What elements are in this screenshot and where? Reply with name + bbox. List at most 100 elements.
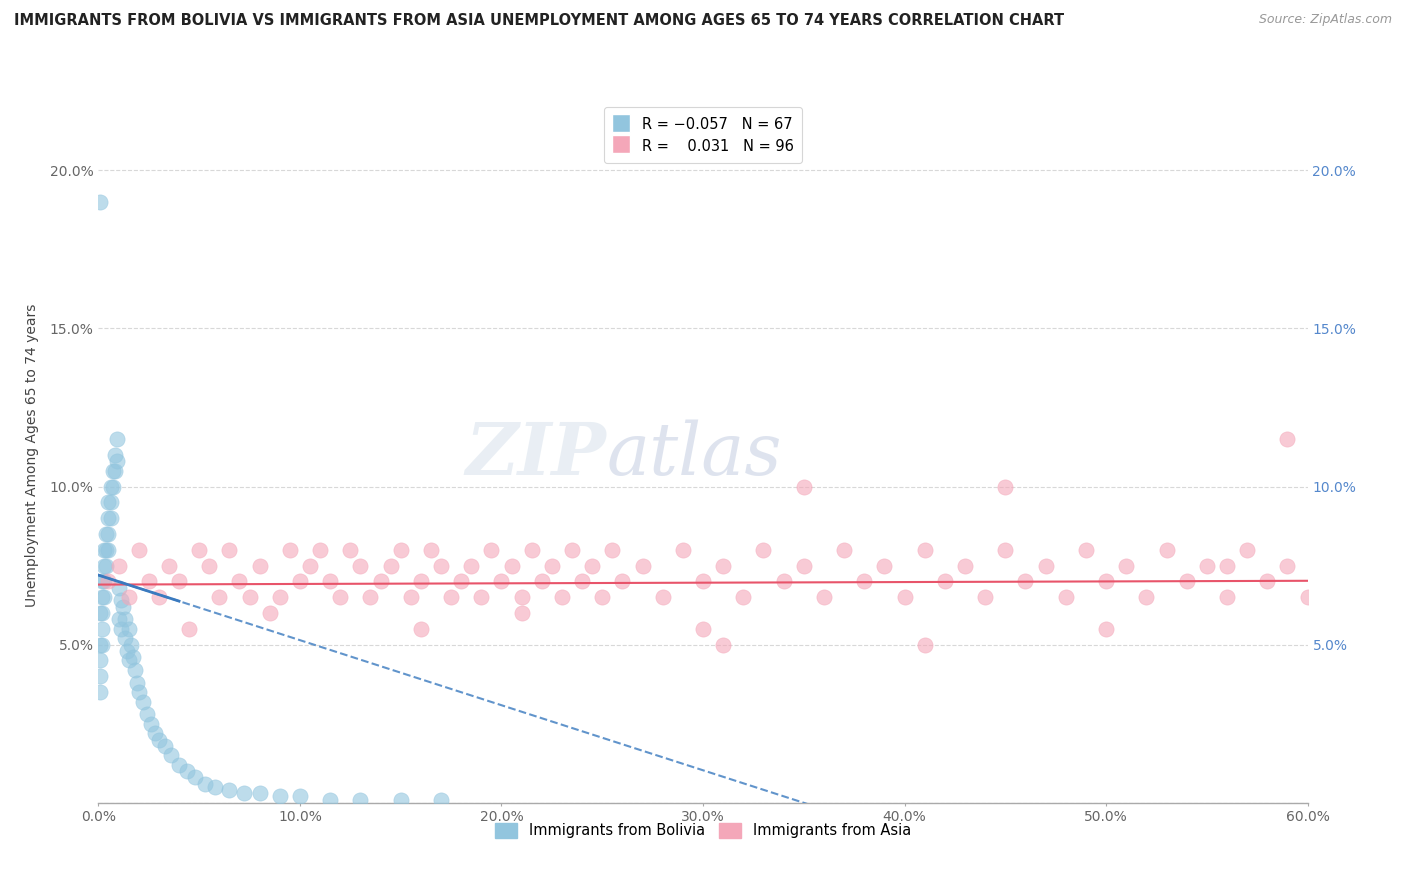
Point [1277,432,1299,446]
Point [1095,622,1118,636]
Point [124,663,146,677]
Point [204,780,226,794]
Point [793,479,815,493]
Point [540,558,562,573]
Point [349,792,371,806]
Point [118,622,141,636]
Point [239,591,262,605]
Point [491,574,513,589]
Point [218,783,240,797]
Point [430,792,453,806]
Point [148,732,170,747]
Point [994,542,1017,557]
Point [370,574,392,589]
Point [288,789,311,804]
Point [631,558,654,573]
Point [1035,558,1057,573]
Text: Source: ZipAtlas.com: Source: ZipAtlas.com [1258,13,1392,27]
Point [96,542,118,557]
Point [148,591,170,605]
Point [91,591,114,605]
Point [1095,574,1118,589]
Text: IMMIGRANTS FROM BOLIVIA VS IMMIGRANTS FROM ASIA UNEMPLOYMENT AMONG AGES 65 TO 74: IMMIGRANTS FROM BOLIVIA VS IMMIGRANTS FR… [14,13,1064,29]
Point [107,612,129,626]
Point [711,638,734,652]
Point [105,432,128,446]
Point [399,591,422,605]
Point [1277,558,1299,573]
Point [299,558,322,573]
Point [157,558,180,573]
Point [100,511,122,525]
Point [470,591,492,605]
Point [232,786,254,800]
Point [591,591,613,605]
Point [319,792,342,806]
Point [1115,558,1137,573]
Point [128,542,150,557]
Point [114,612,136,626]
Point [561,542,583,557]
Point [89,669,111,683]
Point [100,479,122,493]
Point [114,632,136,646]
Point [278,542,301,557]
Legend: Immigrants from Bolivia, Immigrants from Asia: Immigrants from Bolivia, Immigrants from… [489,817,917,844]
Point [89,685,111,699]
Point [89,606,111,620]
Point [1054,591,1077,605]
Point [97,527,120,541]
Point [103,448,125,462]
Point [91,622,114,636]
Point [692,622,714,636]
Point [612,574,634,589]
Point [530,574,553,589]
Point [103,464,125,478]
Point [269,591,291,605]
Point [853,574,876,589]
Point [139,716,162,731]
Point [135,707,157,722]
Point [128,685,150,699]
Point [1256,574,1278,589]
Point [269,789,291,804]
Point [188,542,211,557]
Point [672,542,695,557]
Point [319,574,342,589]
Point [115,644,138,658]
Point [793,558,815,573]
Point [153,739,176,753]
Point [420,542,443,557]
Point [198,558,221,573]
Point [121,650,143,665]
Point [309,542,332,557]
Point [460,558,482,573]
Point [91,574,114,589]
Point [91,606,114,620]
Point [194,777,217,791]
Point [339,542,361,557]
Point [91,638,114,652]
Text: atlas: atlas [606,419,782,491]
Point [179,622,201,636]
Point [160,748,183,763]
Point [1135,591,1157,605]
Point [409,574,432,589]
Point [208,591,231,605]
Point [389,542,412,557]
Point [93,542,115,557]
Point [105,454,128,468]
Point [349,558,371,573]
Point [711,558,734,573]
Point [1216,591,1239,605]
Point [430,558,453,573]
Point [520,542,543,557]
Point [409,622,432,636]
Point [97,542,120,557]
Point [440,591,463,605]
Point [974,591,997,605]
Point [551,591,574,605]
Point [329,591,352,605]
Point [914,638,936,652]
Point [360,591,382,605]
